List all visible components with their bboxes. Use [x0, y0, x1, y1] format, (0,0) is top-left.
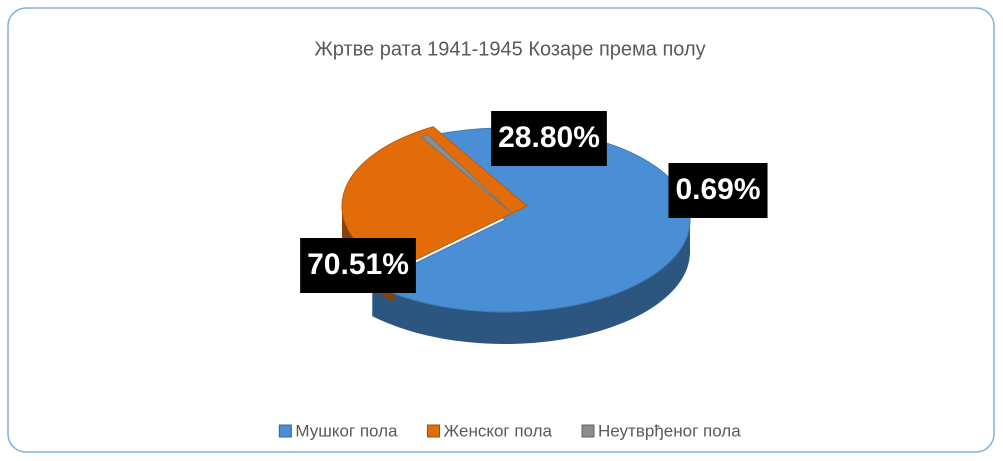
slice-side: [372, 220, 690, 344]
value-label: 70.51%: [307, 248, 409, 281]
value-label: 0.69%: [675, 173, 760, 206]
legend-swatch: [278, 424, 292, 438]
chart-title: Жртве рата 1941-1945 Козаре према полу: [314, 38, 705, 60]
legend-text: Неутврђеног пола: [598, 421, 741, 440]
value-label-box: [668, 163, 768, 218]
legend-text: Женског пола: [444, 421, 553, 440]
legend-swatch: [427, 424, 441, 438]
value-labels: 70.51% 28.80% 0.69%: [300, 111, 768, 293]
legend: Мушког пола Женског пола Неутврђеног пола: [278, 421, 741, 440]
pie: [341, 126, 691, 344]
legend-item: Женског пола: [427, 421, 553, 440]
value-label-box: [300, 238, 416, 293]
value-label-box: [491, 111, 607, 166]
legend-swatch: [581, 424, 595, 438]
legend-item: Мушког пола: [278, 421, 398, 440]
value-label: 28.80%: [498, 121, 600, 154]
legend-item: Неутврђеног пола: [581, 421, 741, 440]
legend-text: Мушког пола: [295, 421, 398, 440]
slice: [420, 134, 516, 217]
